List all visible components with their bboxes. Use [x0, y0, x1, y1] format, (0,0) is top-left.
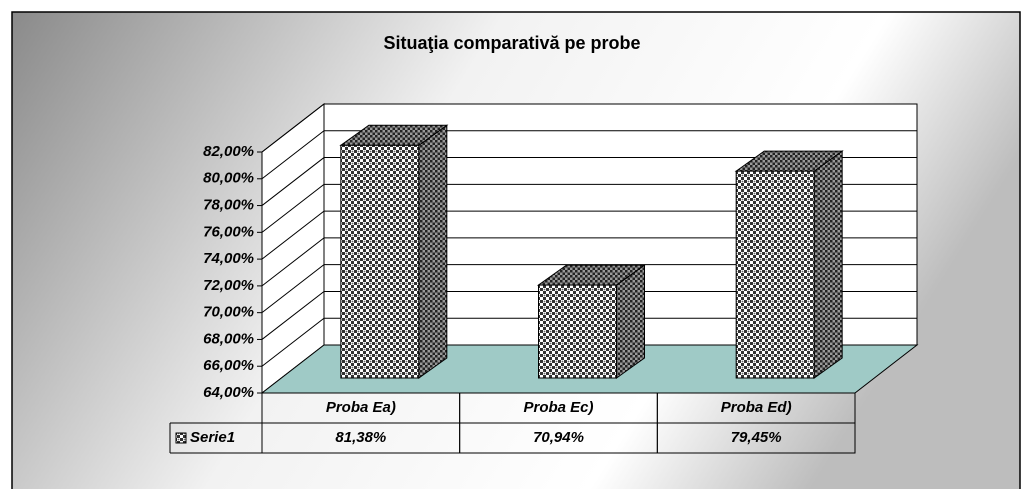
x-tick-label: Proba Ea) — [326, 399, 396, 416]
bar — [340, 144, 420, 379]
grid-line — [261, 130, 917, 180]
y-tick-label: 66,00% — [203, 357, 254, 374]
grid-line — [261, 210, 917, 260]
grid-line — [261, 183, 917, 233]
y-tick-label: 72,00% — [203, 277, 254, 294]
grid-line — [261, 157, 917, 206]
grid-line — [261, 290, 917, 340]
side-wall — [261, 102, 325, 395]
y-tick-label: 70,00% — [203, 304, 254, 321]
data-label: 79,45% — [731, 429, 782, 446]
legend-label: Serie1 — [190, 429, 235, 446]
grid-line — [261, 317, 917, 367]
grid-line — [261, 264, 917, 314]
y-tick-label: 64,00% — [203, 384, 254, 401]
data-label: 70,94% — [533, 429, 584, 446]
bar — [735, 170, 815, 379]
chart-title: Situaţia comparativă pe probe — [383, 33, 640, 53]
bar-side — [813, 150, 843, 379]
y-tick-label: 68,00% — [203, 330, 254, 347]
legend-key — [175, 432, 187, 444]
y-tick-label: 82,00% — [203, 143, 254, 160]
bar-side — [418, 124, 448, 379]
x-tick-label: Proba Ed) — [721, 399, 792, 416]
data-label: 81,38% — [335, 429, 386, 446]
grid-line — [261, 237, 917, 287]
x-tick-label: Proba Ec) — [523, 399, 593, 416]
grid-line — [261, 103, 917, 153]
bar — [538, 284, 617, 379]
y-tick-label: 74,00% — [203, 250, 254, 267]
y-tick-label: 76,00% — [203, 223, 254, 240]
y-tick-label: 78,00% — [203, 197, 254, 214]
y-tick-label: 80,00% — [203, 170, 254, 187]
